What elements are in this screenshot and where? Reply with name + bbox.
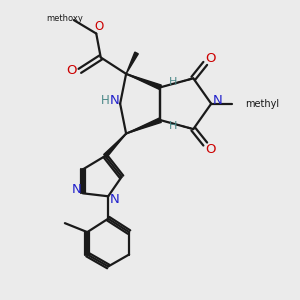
Polygon shape	[126, 118, 161, 134]
Text: N: N	[110, 94, 120, 107]
Text: N: N	[213, 94, 223, 106]
Text: H: H	[101, 94, 110, 107]
Text: N: N	[110, 193, 120, 206]
Text: O: O	[94, 20, 103, 34]
Text: N: N	[71, 183, 81, 196]
Text: O: O	[66, 64, 77, 77]
Text: H: H	[169, 77, 177, 87]
Text: O: O	[206, 52, 216, 64]
Polygon shape	[126, 74, 161, 89]
Text: methoxy: methoxy	[46, 14, 83, 23]
Text: O: O	[206, 143, 216, 156]
Polygon shape	[126, 52, 138, 74]
Polygon shape	[104, 134, 126, 158]
Text: methyl: methyl	[245, 99, 279, 109]
Text: H: H	[169, 121, 177, 130]
